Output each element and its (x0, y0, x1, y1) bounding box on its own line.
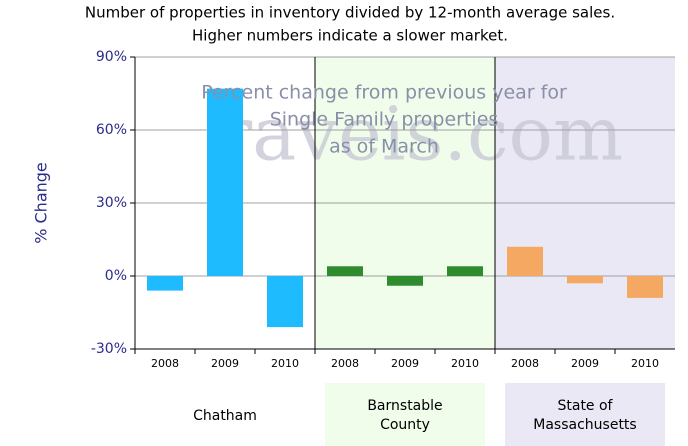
chart-title: Higher numbers indicate a slower market. (192, 27, 508, 45)
x-tick-label: 2010 (451, 357, 479, 370)
bar (627, 276, 663, 298)
x-tick-label: 2008 (151, 357, 179, 370)
bar (387, 276, 423, 286)
x-tick-label: 2009 (211, 357, 239, 370)
group-label: Barnstable County (367, 398, 443, 433)
watermark: raveis.com (217, 91, 623, 177)
group-label: State of Massachusetts (533, 398, 637, 433)
bar (567, 276, 603, 284)
group-label-background (505, 383, 665, 446)
chart-title: Number of properties in inventory divide… (85, 4, 615, 22)
y-tick-label: 30% (96, 195, 127, 211)
bar (147, 276, 183, 291)
x-tick-label: 2008 (511, 357, 539, 370)
annotation: Percent change from previous year for (201, 82, 567, 104)
bar (327, 266, 363, 276)
bar (447, 266, 483, 276)
y-tick-label: 60% (96, 122, 127, 138)
x-tick-label: 2009 (391, 357, 419, 370)
x-tick-label: 2010 (631, 357, 659, 370)
y-axis-title: % Change (32, 162, 51, 244)
x-tick-label: 2008 (331, 357, 359, 370)
group-label: Chatham (193, 407, 257, 424)
annotation: as of March (329, 136, 439, 158)
bar (207, 88, 243, 276)
x-tick-label: 2009 (571, 357, 599, 370)
bar (507, 246, 543, 276)
group-label-background (325, 383, 485, 446)
y-tick-label: -30% (91, 341, 127, 357)
y-tick-label: 90% (96, 49, 127, 65)
y-tick-label: 0% (105, 268, 127, 284)
annotation: Single Family properties (270, 109, 499, 131)
x-tick-label: 2010 (271, 357, 299, 370)
group-label-background (145, 383, 305, 446)
bar (267, 276, 303, 328)
